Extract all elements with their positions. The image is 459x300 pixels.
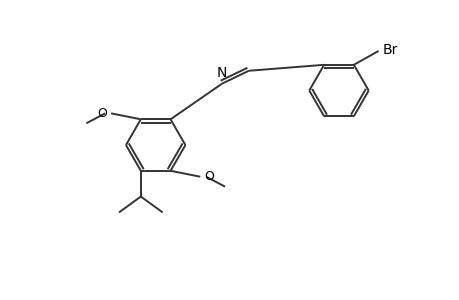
Text: Br: Br [382,43,397,57]
Text: O: O [204,170,213,183]
Text: O: O [97,107,107,120]
Text: N: N [216,66,227,80]
